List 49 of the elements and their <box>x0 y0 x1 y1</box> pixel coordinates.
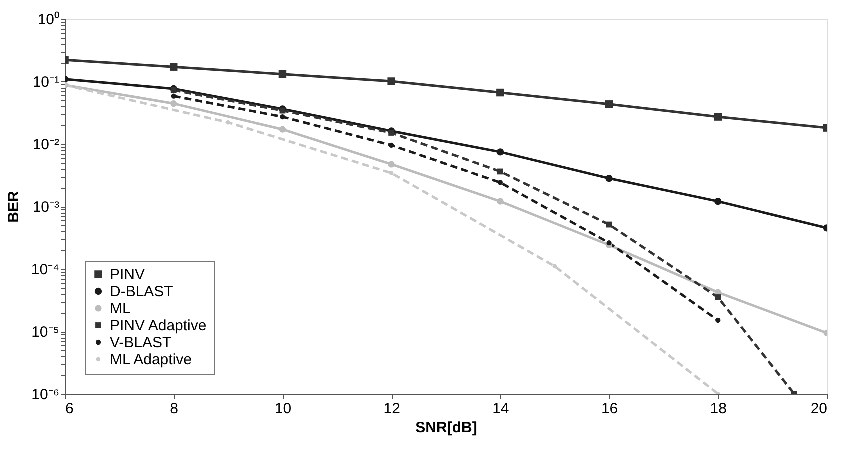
y-tick-label: 10⁻⁵ <box>32 324 60 341</box>
point <box>716 318 721 324</box>
point <box>606 174 613 182</box>
y-axis-title: BER <box>5 191 22 223</box>
point <box>496 88 504 97</box>
point <box>715 294 722 300</box>
point <box>714 198 722 206</box>
line-series <box>65 82 720 394</box>
point <box>552 264 557 269</box>
point <box>714 113 722 121</box>
point <box>171 94 176 99</box>
y-tick-label: 10⁻¹ <box>32 74 60 91</box>
point <box>498 180 503 186</box>
x-tick-label: 18 <box>710 400 727 418</box>
y-tick-label: 10⁰ <box>38 12 60 28</box>
x-tick-label: 16 <box>601 400 618 418</box>
point <box>388 161 395 168</box>
legend-label: PINV <box>110 266 146 284</box>
y-tick-label: 10⁻⁶ <box>32 386 60 404</box>
legend-label: PINV Adaptive <box>110 318 207 334</box>
point <box>278 70 287 78</box>
point <box>605 100 614 108</box>
point <box>389 171 394 176</box>
x-tick-label: 14 <box>492 400 510 418</box>
point <box>170 100 178 108</box>
y-tick-label: 10⁻⁴ <box>31 262 60 278</box>
point <box>170 63 178 71</box>
point <box>496 148 504 156</box>
point <box>389 142 394 148</box>
point <box>606 240 612 246</box>
x-tick-label: 8 <box>170 400 179 418</box>
point <box>280 114 286 120</box>
legend-label: ML Adaptive <box>110 352 192 368</box>
x-tick-label: 6 <box>66 400 74 418</box>
point <box>497 198 504 205</box>
x-axis-title: SNR[dB] <box>416 420 478 436</box>
x-tick-label: 10 <box>274 400 292 418</box>
y-tick-label: 10⁻³ <box>32 199 60 216</box>
legend-label: V-BLAST <box>110 334 172 352</box>
point <box>279 126 286 133</box>
point <box>388 78 396 86</box>
x-tick-label: 20 <box>810 400 828 418</box>
legend-label: D-BLAST <box>110 284 174 300</box>
point <box>226 120 230 125</box>
point <box>388 130 395 136</box>
point <box>497 168 504 175</box>
x-tick-label: 12 <box>384 400 400 418</box>
legend-label: ML <box>110 300 131 318</box>
y-tick-label: 10⁻² <box>32 136 60 154</box>
